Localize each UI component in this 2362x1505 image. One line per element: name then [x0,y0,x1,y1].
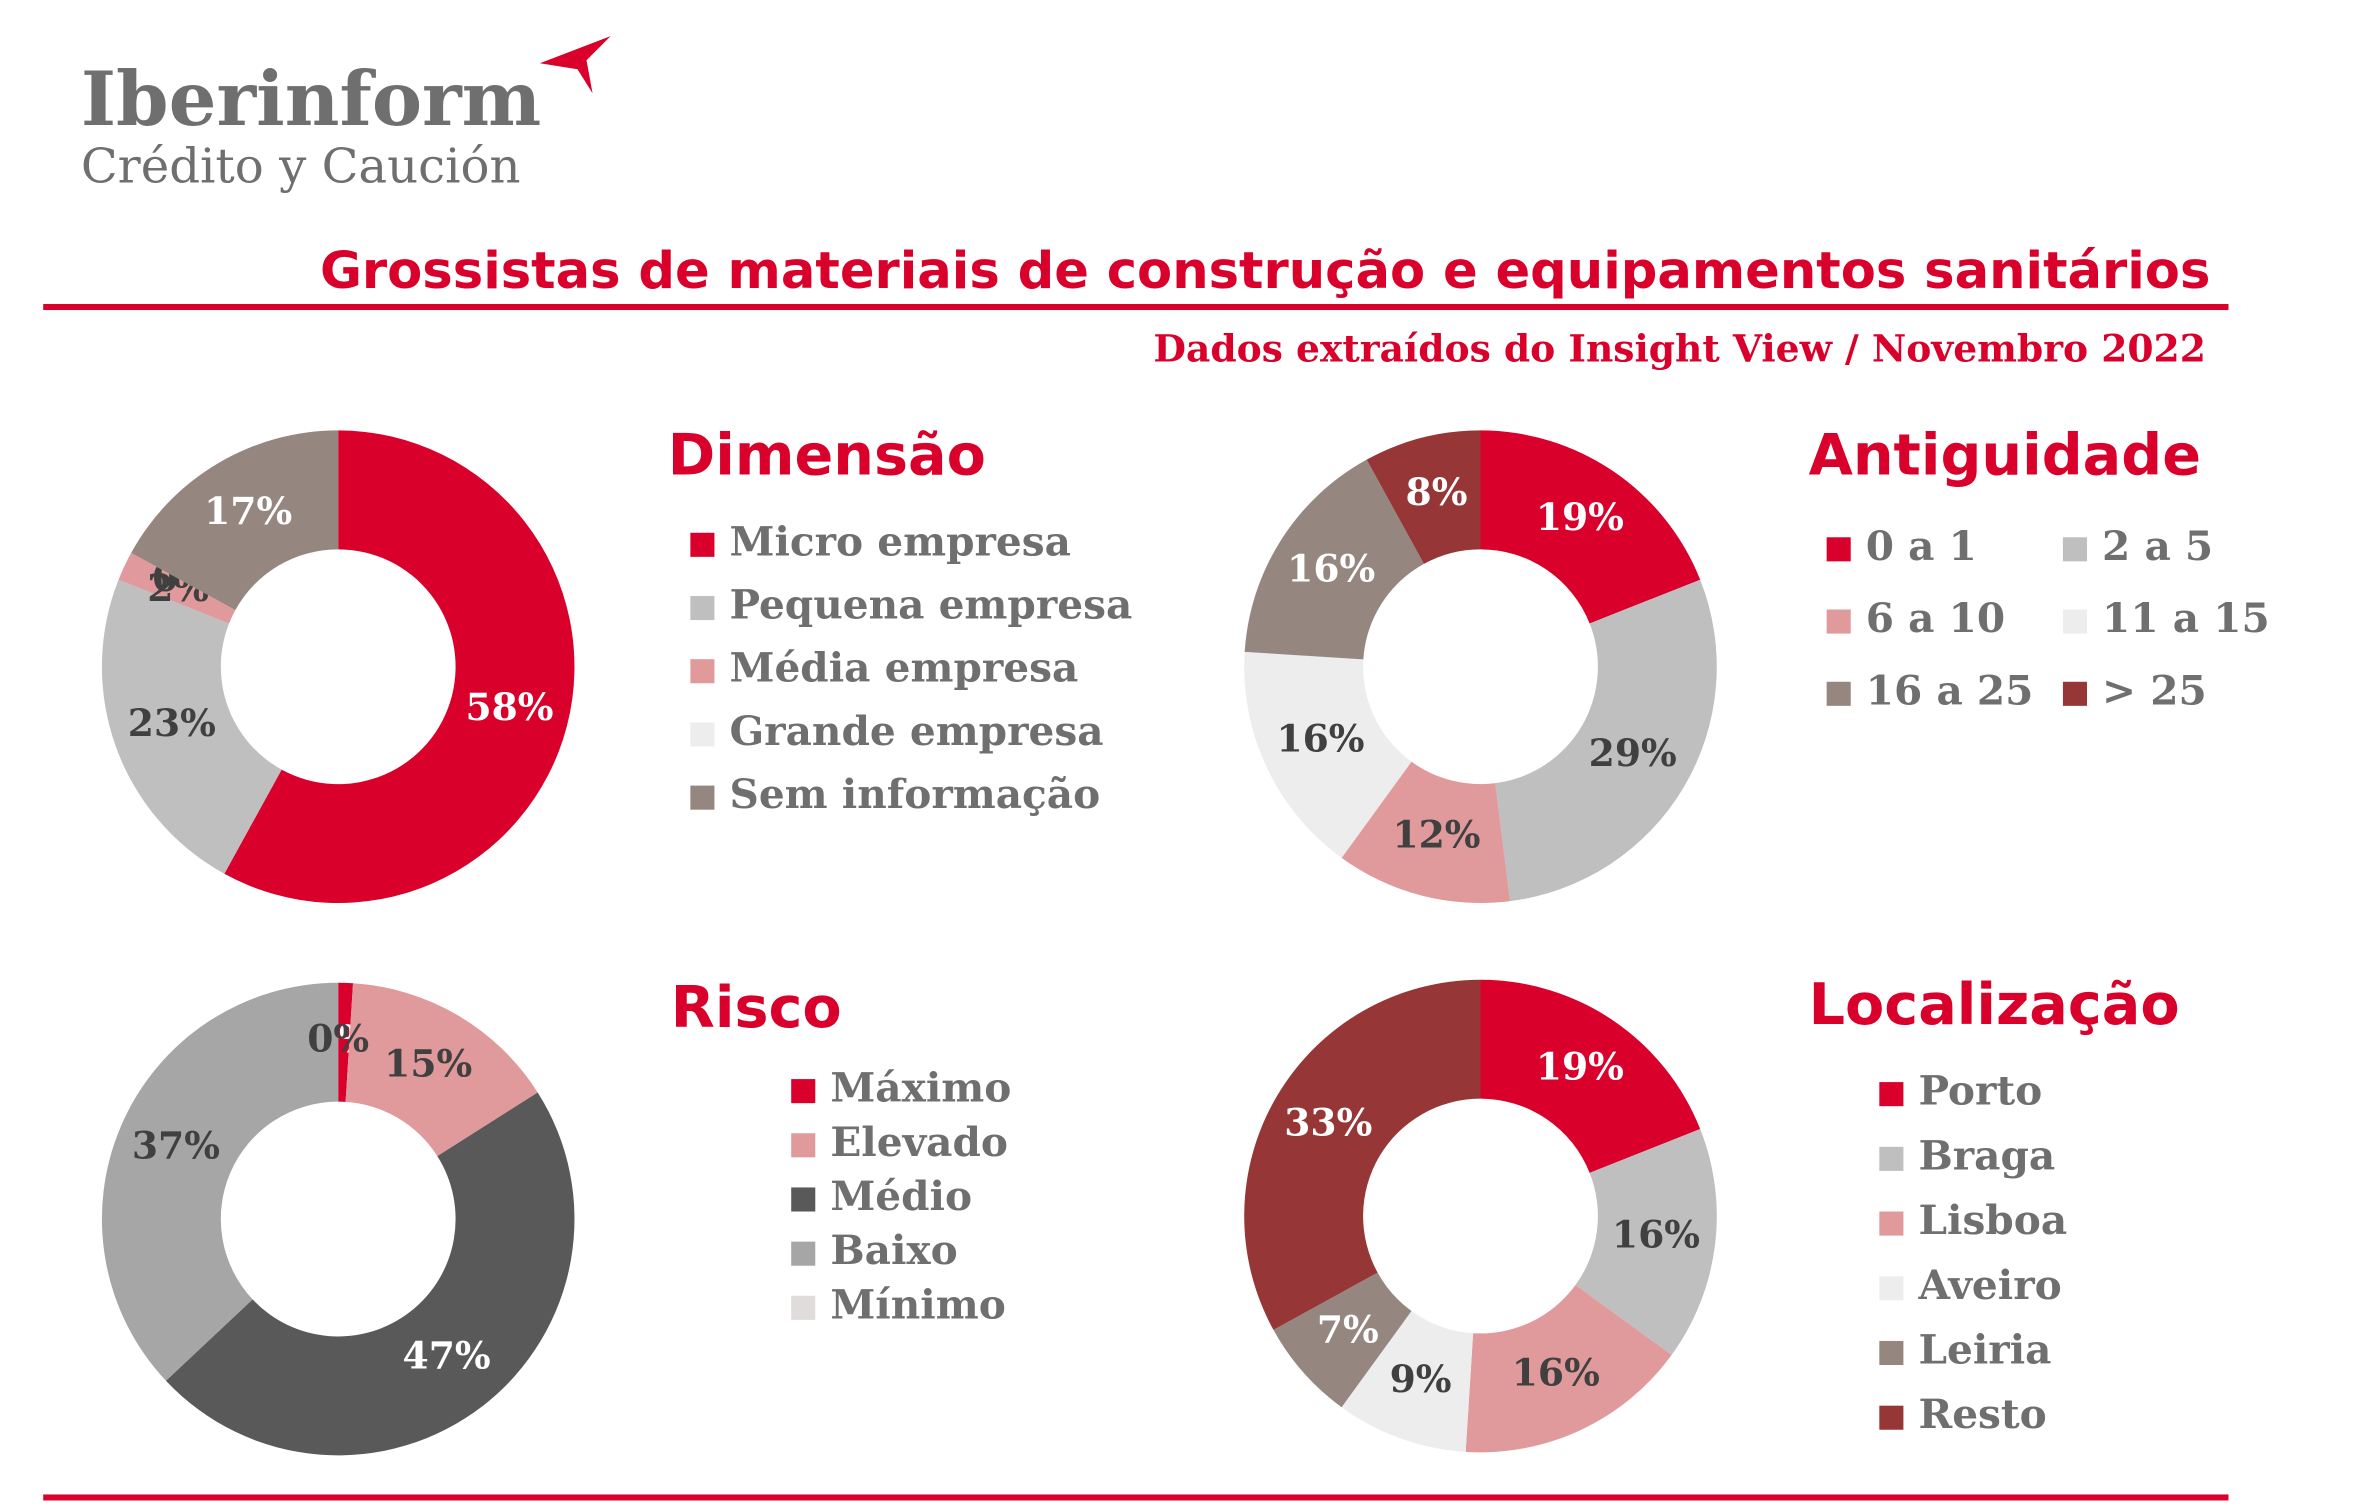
legend-swatch [1826,609,1851,634]
legend-swatch [791,1079,816,1104]
legend-label: 2 a 5 [2102,522,2213,570]
donut-slice [1366,430,1481,564]
data-label: 15% [384,1041,472,1085]
legend-label: Média empresa [730,644,1079,692]
legend-swatch [1879,1276,1904,1301]
donut-slice [101,982,339,1381]
chart-title: Dimensão [668,423,986,489]
legend-swatch [690,785,715,810]
legend-swatch [1879,1340,1904,1366]
donut-slice [1341,761,1511,904]
data-label: 33% [1284,1101,1372,1145]
legend-swatch [791,1295,816,1320]
legend-label: 6 a 10 [1866,594,2005,642]
data-label: 16% [1276,717,1364,761]
legend-swatch [690,595,715,621]
donut-slice [1341,1311,1474,1452]
donut-slice [131,430,339,611]
legend-label: Baixo [830,1226,957,1274]
donut-slice [118,552,236,624]
logo-mark [539,36,611,94]
legend-swatch [1879,1211,1904,1236]
data-label: 16% [1612,1213,1700,1257]
donut-slice [338,982,354,1102]
donut-slice [1465,1285,1672,1453]
legend-label: Pequena empresa [730,581,1133,629]
data-label: 19% [1536,1044,1624,1088]
bottom-rule [43,1494,2229,1501]
legend-label: 16 a 25 [1866,666,2034,714]
data-label: 37% [132,1123,220,1167]
data-label: 16% [1512,1351,1600,1395]
legend-swatch [690,722,715,747]
donut-slice [1244,459,1424,660]
page-title: Grossistas de materiais de construção e … [320,242,2210,301]
donut-slice [1575,1129,1717,1355]
data-label: 58% [465,685,553,729]
legend-swatch [1826,681,1851,706]
chart-title: Risco [671,975,842,1041]
page-subtitle: Dados extraídos do Insight View / Novemb… [1153,327,2206,371]
donut-slice [165,1092,575,1456]
logo-sub: Crédito y Caución [81,139,521,195]
donut-slice [1244,979,1481,1330]
legend-label: > 25 [2102,666,2207,714]
legend-swatch [791,1133,816,1158]
legend-swatch [2062,537,2088,562]
donut-slice [345,983,538,1157]
legend-swatch [2062,609,2088,634]
donut-slice [1495,579,1717,902]
legend-swatch [1879,1082,1904,1107]
legend-label: Porto [1918,1067,2042,1115]
data-label: 47% [403,1333,491,1377]
legend-label: 0 a 1 [1866,522,1977,570]
data-label: 19% [1536,495,1624,539]
legend-swatch [1826,537,1851,562]
data-label: 12% [1392,812,1480,856]
legend-swatch [1879,1405,1904,1430]
legend-swatch [1879,1146,1904,1171]
legend-label: Braga [1918,1131,2055,1179]
legend-label: Sem informação [730,770,1101,818]
legend-label: Mínimo [830,1280,1005,1328]
legend-swatch [791,1187,816,1212]
chart-title: Antiguidade [1809,423,2201,489]
donut-slice [1480,430,1701,624]
legend-label: Micro empresa [730,517,1071,565]
legend-swatch [690,659,715,684]
legend-swatch [690,532,715,557]
legend-swatch [791,1241,816,1266]
legend-label: Médio [830,1172,972,1220]
legend-label: Resto [1918,1390,2046,1438]
logo-name: Iberinform [81,54,541,143]
data-label: 8% [1406,470,1468,514]
data-label: 16% [1287,546,1375,590]
legend-label: Lisboa [1918,1196,2067,1244]
legend-swatch [2062,681,2088,706]
data-label: 9% [1390,1357,1452,1401]
donut-slice [1480,979,1701,1173]
legend-label: 11 a 15 [2102,594,2270,642]
data-label: 23% [128,701,216,745]
donut-slice [1244,651,1412,858]
data-label: 29% [1589,731,1677,775]
legend-label: Elevado [830,1118,1008,1166]
data-label: 0% [307,1017,369,1061]
legend-label: Aveiro [1917,1261,2061,1309]
donut-slice [101,579,282,874]
donut-slice [224,430,575,903]
legend-label: Grande empresa [730,707,1104,755]
data-label: 7% [1317,1307,1379,1351]
title-rule [43,304,2229,311]
legend-label: Máximo [830,1064,1011,1112]
data-label: 17% [204,489,292,533]
chart-title: Localização [1809,972,2180,1038]
donut-slice [1273,1272,1412,1408]
legend-label: Leiria [1918,1325,2051,1373]
